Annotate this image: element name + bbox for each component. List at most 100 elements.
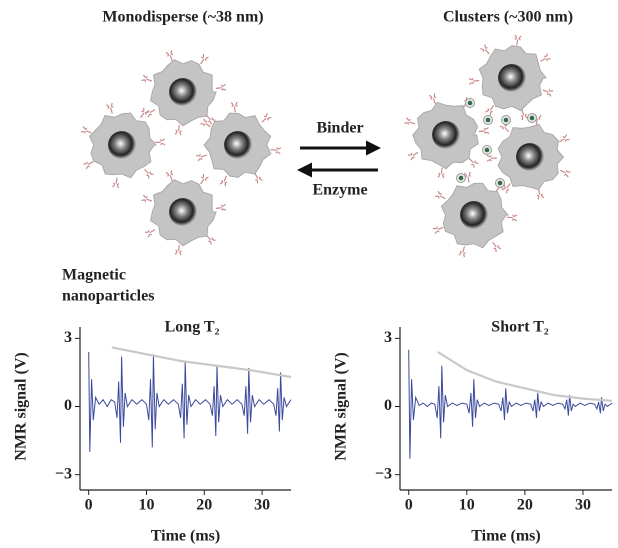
ligand: [144, 108, 156, 118]
right-title: Clusters (~300 nm): [443, 9, 573, 26]
ligand: [174, 244, 182, 256]
enzyme-label: Enzyme: [312, 182, 367, 199]
ligand: [80, 126, 92, 134]
ligand: [254, 173, 263, 184]
ligand: [520, 109, 529, 121]
signal-line: [408, 349, 613, 459]
ligand: [432, 226, 444, 235]
x-tick-label: 30: [575, 497, 591, 514]
particle-core: [498, 64, 526, 92]
particle-label: nanoparticles: [62, 288, 154, 305]
ligand: [154, 138, 166, 146]
ligand: [200, 53, 209, 65]
ligand: [458, 246, 466, 258]
binder-core: [458, 175, 464, 181]
ligand: [404, 117, 416, 125]
ligand: [480, 44, 490, 55]
binder-core: [529, 115, 535, 121]
ligand: [165, 170, 174, 182]
ligand: [165, 50, 174, 62]
particles: [80, 34, 571, 258]
envelope-line: [437, 351, 613, 402]
x-tick-label: 10: [459, 497, 475, 514]
nanoparticle: [141, 170, 227, 256]
x-tick-label: 0: [405, 497, 413, 514]
ligand: [215, 203, 227, 211]
ligand: [435, 190, 446, 200]
ligand: [219, 175, 228, 187]
ligand: [468, 77, 480, 85]
particle-core: [169, 78, 197, 106]
x-tick-label: 30: [254, 497, 270, 514]
ligand: [200, 118, 211, 128]
ligand: [174, 124, 182, 136]
ligand: [141, 194, 153, 203]
x-axis-label: Time (ms): [471, 528, 540, 545]
particle-core: [169, 198, 197, 226]
ligand: [485, 105, 495, 116]
y-tick-label: 0: [64, 397, 72, 414]
ligand: [437, 167, 445, 179]
envelope-line: [111, 346, 292, 379]
y-tick-label: 3: [64, 329, 72, 346]
ligand: [200, 173, 209, 185]
nanoparticle: [486, 113, 571, 200]
ligand: [215, 83, 227, 91]
binder-core: [467, 100, 473, 106]
ligand: [141, 74, 153, 83]
y-tick-label: −3: [375, 465, 392, 482]
ligand: [205, 234, 216, 245]
x-tick-label: 10: [138, 497, 154, 514]
ligand: [468, 158, 479, 168]
nanoparticle: [404, 93, 490, 179]
ligand: [140, 107, 149, 119]
binder-label: Binder: [316, 120, 363, 137]
y-axis-label: NMR signal (V): [333, 352, 350, 460]
ligand: [407, 151, 419, 161]
binder-core: [503, 117, 509, 123]
annotation: Long T₂: [165, 319, 220, 336]
particle-core: [516, 143, 544, 171]
nanoparticle: [468, 34, 554, 121]
ligand: [144, 228, 156, 238]
ligand: [106, 102, 114, 114]
ligand: [205, 114, 216, 125]
particle-core: [460, 201, 488, 229]
ligand: [83, 160, 94, 170]
ligand: [143, 168, 154, 179]
binder-core: [485, 117, 491, 123]
ligand: [112, 177, 120, 189]
ligand: [428, 93, 437, 104]
y-axis-label: NMR signal (V): [13, 352, 30, 460]
y-tick-label: 3: [384, 329, 392, 346]
binder-core: [497, 180, 503, 186]
ligand: [478, 127, 490, 134]
y-tick-label: 0: [384, 397, 392, 414]
x-axis-label: Time (ms): [151, 528, 220, 545]
particle-core: [432, 121, 460, 149]
ligand: [261, 113, 272, 123]
ligand: [501, 183, 511, 194]
y-tick-label: −3: [55, 465, 72, 482]
ligand: [559, 169, 571, 178]
annotation: Short T₂: [491, 319, 549, 336]
ligand: [536, 188, 545, 200]
x-tick-label: 20: [517, 497, 533, 514]
particle-core: [224, 131, 252, 159]
ligand: [514, 34, 522, 46]
nanoparticle: [195, 101, 282, 187]
particle-core: [108, 131, 136, 159]
left-title: Monodisperse (~38 nm): [102, 9, 263, 26]
ligand: [230, 101, 238, 113]
ligand: [558, 134, 570, 143]
ligand: [542, 89, 554, 97]
nanoparticle: [432, 171, 518, 258]
x-tick-label: 0: [85, 497, 93, 514]
ligand: [486, 154, 498, 162]
particle-label: Magnetic: [62, 267, 126, 284]
ligand: [195, 153, 207, 162]
ligand: [506, 214, 518, 222]
signal-line: [88, 351, 292, 452]
ligand: [540, 53, 551, 62]
